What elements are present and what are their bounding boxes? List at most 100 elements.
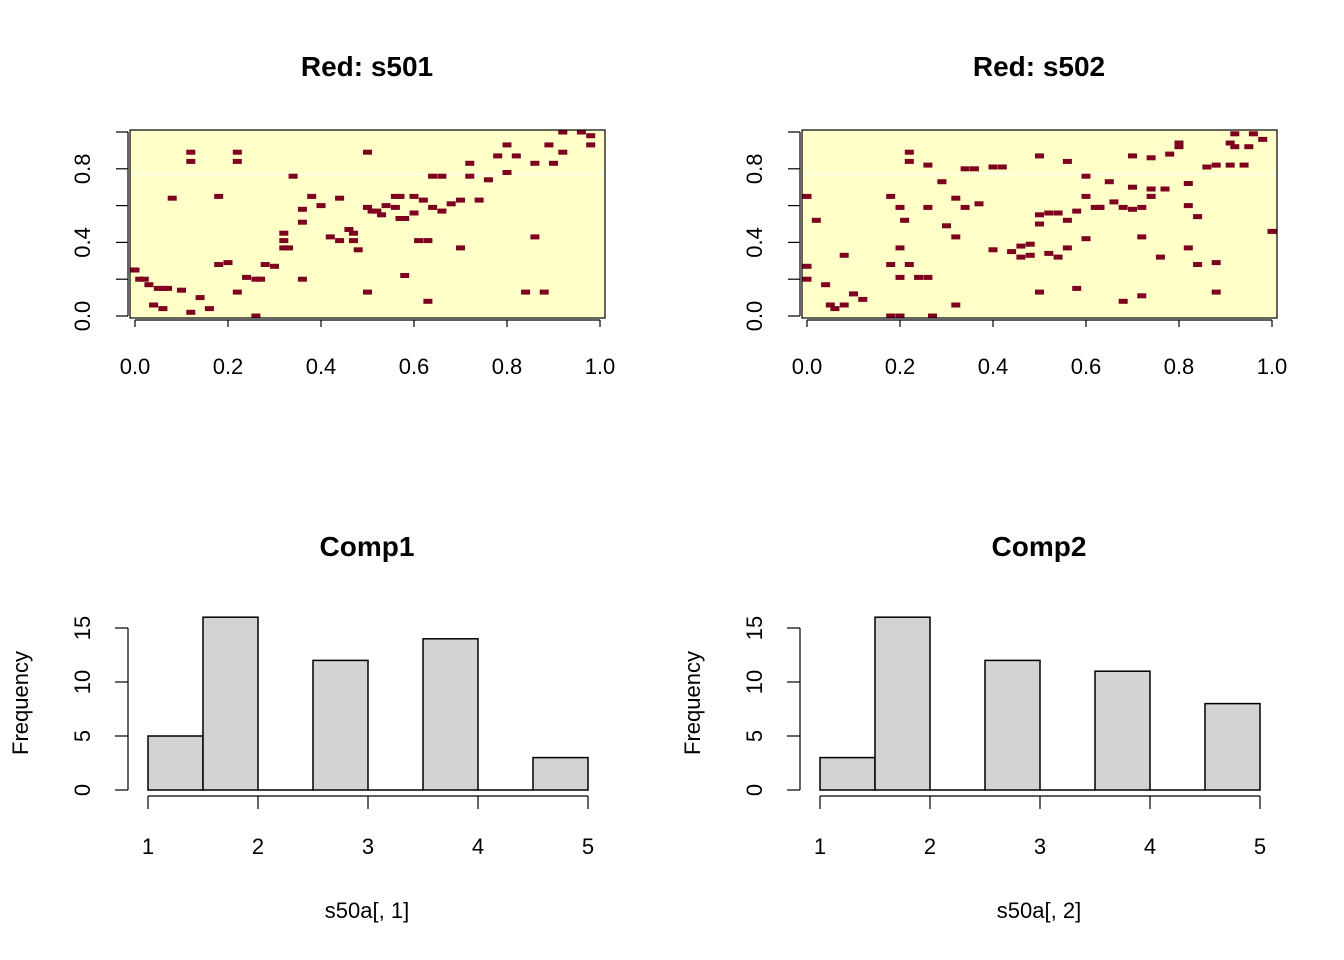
heatmap-cell: [349, 230, 358, 236]
x-tick-label: 0.0: [792, 354, 823, 379]
heatmap-cell: [232, 149, 242, 155]
heatmap-cell: [521, 289, 531, 295]
heatmap-cell: [1128, 206, 1137, 212]
heatmap-cell: [1072, 285, 1082, 291]
heatmap-cell: [363, 149, 372, 155]
heatmap-cell: [158, 306, 168, 312]
histogram-bar: [1204, 702, 1261, 791]
heatmap-cell: [1081, 193, 1091, 199]
heatmap-cell: [437, 173, 447, 179]
heatmap-cell: [297, 276, 307, 282]
heatmap-cell: [335, 195, 345, 201]
x-tick-label: 0.8: [492, 354, 523, 379]
heatmap-cell: [1183, 181, 1193, 186]
heatmap-cell: [428, 173, 438, 179]
plot-frame: [801, 129, 1278, 319]
y-tick-label: 0.8: [742, 154, 767, 185]
heatmap-cell: [270, 263, 279, 269]
heatmap-cell: [895, 313, 905, 319]
heatmap-cell: [1183, 203, 1193, 209]
heatmap-cell: [544, 142, 554, 148]
heatmap-cell: [418, 197, 428, 203]
heatmap-cell: [1062, 245, 1072, 251]
heatmap-cell: [923, 204, 933, 210]
heatmap-cell: [951, 195, 961, 201]
heatmap-cell: [260, 262, 270, 267]
heatmap-cell: [1230, 144, 1240, 150]
heatmap-cell: [307, 193, 317, 199]
heatmap-cell: [284, 245, 293, 251]
heatmap-cell: [558, 149, 568, 155]
plot-frame: [129, 129, 606, 319]
x-axis-label: s50a[, 1]: [325, 898, 409, 923]
heatmap-cell: [363, 289, 372, 295]
heatmap-cell: [1016, 243, 1026, 249]
heatmap-cell: [997, 164, 1007, 170]
heatmap-cell: [1090, 204, 1100, 210]
y-tick-label: 5: [70, 730, 95, 742]
heatmap-cell: [256, 276, 266, 282]
x-tick-label: 1: [814, 834, 826, 859]
heatmap-cell: [1183, 245, 1193, 251]
heatmap-cell: [960, 166, 970, 172]
heatmap-cell: [1146, 155, 1156, 161]
heatmap-cell: [802, 193, 812, 199]
heatmap-cell: [465, 160, 475, 166]
y-axis-label: Frequency: [8, 651, 33, 755]
heatmap-cell: [390, 204, 400, 210]
heatmap-cell: [409, 210, 419, 216]
heatmap-cell: [1239, 162, 1249, 168]
heatmap-cell: [400, 273, 410, 278]
histogram-bar: [1094, 670, 1151, 791]
heatmap-cell: [423, 298, 433, 304]
heatmap-cell: [232, 158, 242, 164]
heatmap-cell: [204, 306, 214, 312]
heatmap-cell: [1035, 221, 1044, 227]
heatmap-cell: [1118, 204, 1128, 210]
heatmap-cell: [988, 164, 998, 170]
heatmap-cell: [942, 223, 951, 229]
x-tick-label: 3: [362, 834, 374, 859]
heatmap-cell: [251, 276, 261, 282]
heatmap-cell: [558, 129, 568, 135]
heatmap-cell: [1053, 254, 1063, 260]
heatmap-cell: [456, 245, 465, 251]
heatmap-cell: [1081, 173, 1091, 179]
y-tick-label: 0.4: [70, 227, 95, 258]
histogram-panel-comp2: Comp2 s50a[, 2] Frequency 1 2 3 4 5 0 5 10 15: [680, 531, 1266, 923]
heatmap-cell: [839, 252, 849, 258]
heatmap-cell: [951, 302, 961, 308]
y-tick-label: 0.0: [70, 301, 95, 332]
x-tick-label: 1.0: [1257, 354, 1288, 379]
y-tick-label: 0.4: [742, 227, 767, 258]
heatmap-panel-s502: Red: s502 0.0 0.2 0.4 0.6 0.8 1.0 0.0 0.4 0.8: [742, 51, 1287, 379]
heatmap-cell: [1062, 217, 1072, 223]
heatmap-cell: [811, 217, 821, 223]
heatmap-cell: [395, 193, 405, 199]
heatmap-cell: [895, 245, 905, 251]
heatmap-cell: [1146, 193, 1156, 199]
heatmap-cell: [186, 149, 196, 155]
heatmap-cell: [1007, 249, 1017, 255]
heatmap-cell: [465, 173, 475, 179]
heatmap-cell: [372, 208, 382, 214]
histogram-bar: [202, 616, 259, 791]
heatmap-cell: [214, 193, 224, 199]
heatmap-cell: [1258, 136, 1268, 142]
histogram-bar: [422, 638, 479, 791]
heatmap-cell: [242, 274, 252, 280]
heatmap-cell: [1137, 204, 1147, 210]
heatmap-cell: [858, 296, 868, 302]
heatmap-cell: [279, 238, 289, 244]
x-tick-label: 0.0: [120, 354, 151, 379]
heatmap-cell: [279, 245, 289, 251]
heatmap-cell: [493, 153, 503, 159]
heatmap-cell: [988, 247, 998, 253]
heatmap-cell: [830, 306, 840, 312]
heatmap-cell: [839, 302, 849, 308]
heatmap-cell: [502, 170, 512, 175]
heatmap-cell: [539, 289, 549, 295]
heatmap-cell: [1267, 228, 1277, 234]
heatmap-cell: [1044, 250, 1054, 256]
